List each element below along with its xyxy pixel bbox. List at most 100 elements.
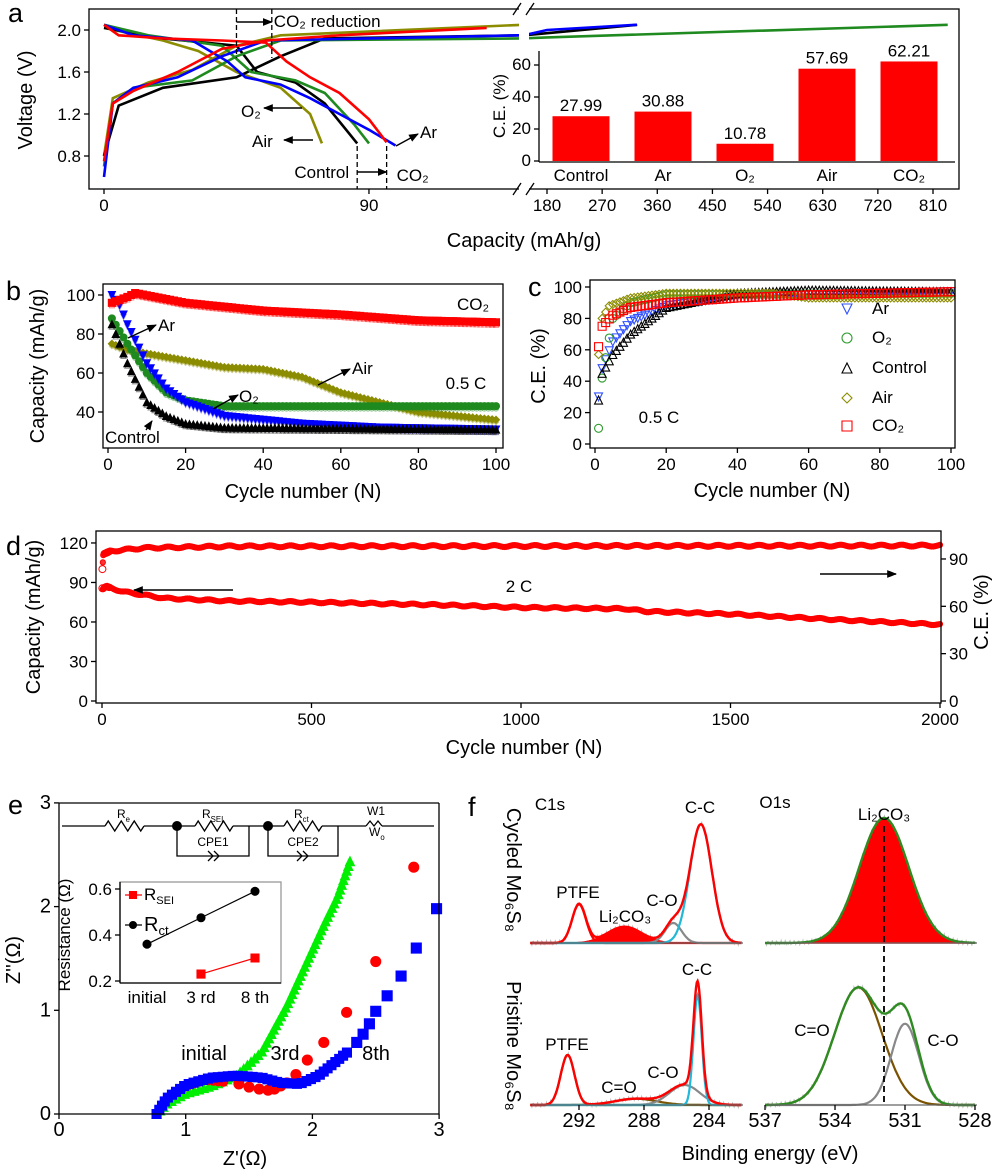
- o2-label: O₂: [239, 387, 259, 406]
- li2co3-reference-label: Li₂CO₃: [858, 805, 910, 824]
- legend-label-main: R: [144, 885, 156, 904]
- panel-a-chart: 0 90 180 270 360 450 540 630 720 810 0.8 1.2 1.6 2.0 C…: [15, 2, 960, 252]
- y-tick-label: 100: [554, 278, 582, 297]
- data-point: [640, 291, 650, 301]
- x-axis-title: Capacity (mAh/g): [447, 230, 602, 252]
- series-square: [594, 287, 956, 352]
- data-point: [650, 310, 661, 320]
- data-point-open: [197, 407, 205, 414]
- data-point-open: [158, 411, 166, 419]
- fit-envelope: [530, 978, 742, 1107]
- bar-category-label: CO₂: [893, 166, 925, 185]
- data-point: [611, 333, 622, 344]
- data-point-open: [127, 331, 135, 339]
- data-point-open: [189, 404, 197, 412]
- rct-label-sub: ct: [303, 815, 310, 824]
- data-point-open: [252, 418, 259, 426]
- c-c-label: C-C: [685, 798, 715, 817]
- y-tick-label: 60: [512, 55, 531, 74]
- data-point: [593, 394, 604, 405]
- data-point-open: [259, 419, 267, 427]
- y-tick-label: 1: [40, 999, 51, 1021]
- spectrum-row: [530, 978, 743, 1110]
- x-axis-title: Binding energy (eV): [682, 1143, 859, 1165]
- x-tick-label: 288: [627, 1110, 660, 1132]
- data-point: [107, 290, 117, 300]
- y-tick-label: 2: [40, 896, 51, 918]
- series-charge-curve-right: [528, 23, 948, 40]
- data-point: [632, 292, 643, 302]
- series-discharge-curve: [103, 23, 388, 144]
- x-tick-label: 450: [698, 196, 726, 215]
- y-axis-title-left: Capacity (mAh/g): [23, 540, 45, 695]
- data-point: [150, 402, 159, 412]
- data-point: [250, 886, 260, 896]
- data-point: [357, 1028, 369, 1040]
- data-point-open: [492, 428, 500, 436]
- data-point-open: [205, 409, 213, 417]
- bar-value-label: 27.99: [560, 96, 603, 115]
- data-point: [936, 541, 944, 548]
- data-point-open: [213, 412, 221, 420]
- y-tick-label: 0: [79, 692, 88, 711]
- x-tick-label: initial: [128, 988, 167, 1007]
- data-point-open: [217, 413, 224, 421]
- legend-label: Air: [872, 388, 893, 407]
- x-axis-title: Z'(Ω): [223, 1148, 267, 1170]
- x-tick-label: 20: [657, 455, 676, 474]
- fit-envelope: [765, 985, 975, 1107]
- x-tick-label: 360: [643, 196, 671, 215]
- data-point-open: [174, 396, 182, 404]
- data-point-open: [290, 422, 298, 430]
- data-point: [622, 304, 632, 314]
- air-arrow: [317, 368, 351, 386]
- y-tick-label: 90: [69, 573, 88, 592]
- panel-a-inset-bar-chart: 27.99 Control 30.88 Ar 10.78 O₂ 57.69 Air 62.21 C…: [490, 41, 955, 185]
- cpe2-icon: [296, 850, 309, 862]
- data-point-open: [120, 313, 127, 321]
- data-point-open: [283, 421, 290, 429]
- data-point: [126, 366, 136, 376]
- data-point-open: [139, 393, 147, 400]
- data-point: [682, 297, 693, 308]
- data-point: [618, 325, 629, 335]
- data-point: [615, 307, 625, 317]
- data-point-open: [286, 421, 294, 429]
- legend: Ar O₂ Control Air CO₂: [841, 299, 927, 435]
- bar: [880, 61, 938, 161]
- ar-arrow: [395, 133, 419, 147]
- y-tick-label: 40: [76, 403, 95, 422]
- data-point: [654, 307, 664, 318]
- data-point: [625, 328, 636, 339]
- y-tick-label: 90: [949, 550, 968, 569]
- bar-value-label: 57.69: [806, 49, 849, 68]
- y-tick-label: 20: [563, 404, 582, 423]
- y-tick-label: 0: [573, 435, 582, 454]
- data-point-open: [240, 417, 248, 425]
- wo-label: Wo: [369, 825, 385, 842]
- data-point-open: [127, 369, 135, 377]
- data-point: [126, 328, 136, 337]
- axis-break-mark: [512, 2, 522, 16]
- series-triangle-up: [107, 319, 501, 436]
- x-tick-label: 270: [588, 196, 616, 215]
- ar-label: Ar: [420, 123, 437, 142]
- ptfe-label: PTFE: [545, 1035, 588, 1054]
- data-point: [138, 389, 148, 399]
- data-point: [341, 1047, 352, 1058]
- data-point: [600, 361, 611, 372]
- data-point-open: [147, 403, 155, 411]
- data-point: [594, 423, 604, 433]
- y-axis-title: C.E. (%): [528, 328, 550, 404]
- y-tick-label: 60: [76, 364, 95, 383]
- data-point: [601, 318, 611, 328]
- data-point: [491, 402, 501, 411]
- legend-label-main: R: [144, 914, 158, 936]
- data-point: [111, 329, 121, 339]
- data-point: [127, 345, 136, 354]
- panel-label-c: c: [528, 272, 542, 302]
- data-point: [668, 288, 679, 299]
- re-label-sub: e: [126, 815, 130, 824]
